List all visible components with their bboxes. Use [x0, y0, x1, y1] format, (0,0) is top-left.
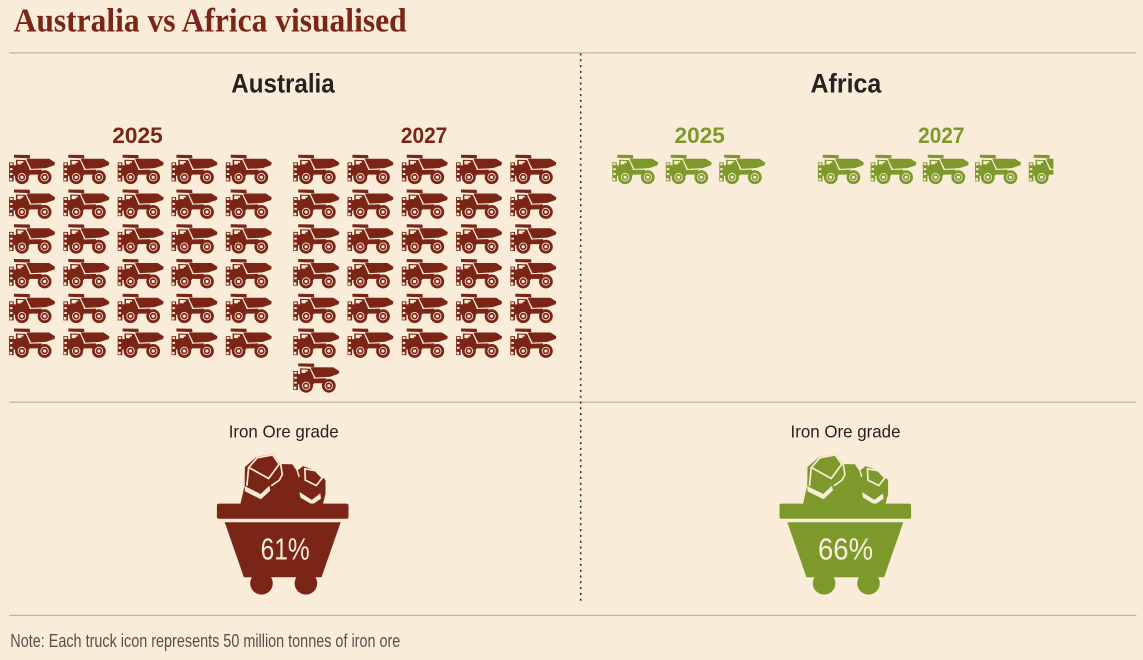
- svg-text:66%: 66%: [818, 533, 873, 567]
- svg-text:Iron Ore grade: Iron Ore grade: [791, 422, 901, 442]
- svg-text:Australia: Australia: [231, 68, 335, 98]
- svg-text:Iron Ore grade: Iron Ore grade: [229, 422, 339, 442]
- svg-text:2027: 2027: [918, 123, 964, 148]
- svg-text:2025: 2025: [112, 123, 162, 148]
- svg-text:2027: 2027: [401, 123, 447, 148]
- svg-text:Australia vs Africa visualised: Australia vs Africa visualised: [14, 3, 407, 40]
- svg-text:2025: 2025: [675, 123, 725, 148]
- svg-text:Note: Each truck icon represen: Note: Each truck icon represents 50 mill…: [10, 631, 400, 651]
- svg-text:61%: 61%: [261, 533, 310, 567]
- svg-text:Africa: Africa: [811, 68, 882, 98]
